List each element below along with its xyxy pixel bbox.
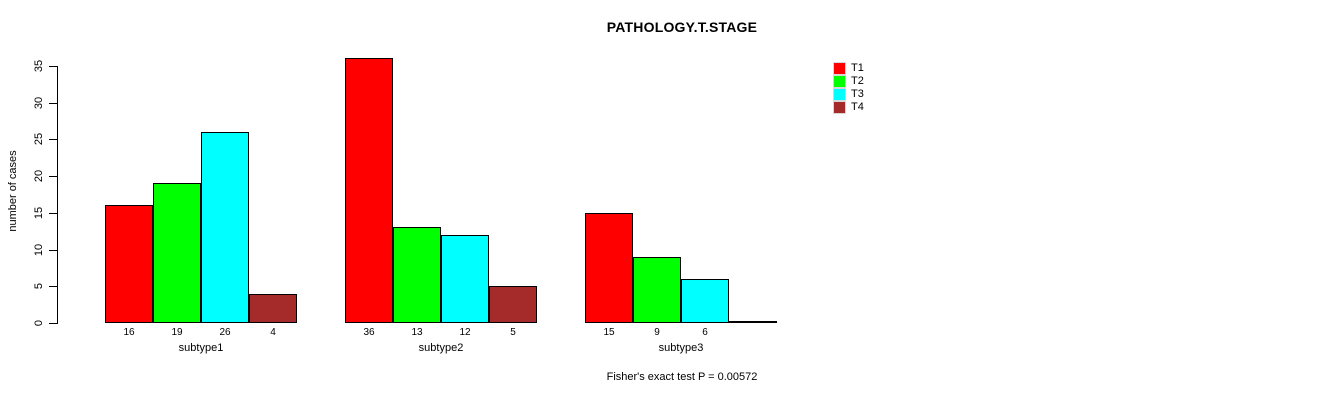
legend-swatch-T1 <box>833 62 846 75</box>
legend-swatch-T3 <box>833 88 846 101</box>
y-axis-tick <box>49 250 57 251</box>
legend-label-T3: T3 <box>851 88 864 100</box>
bar-value-label-subtype3-T3: 6 <box>702 327 708 338</box>
x-axis-label-subtype3: subtype3 <box>658 342 704 354</box>
bar-subtype2-T3 <box>441 235 489 323</box>
y-axis-tick-label: 5 <box>33 282 45 290</box>
bar-subtype1-T1 <box>105 205 153 323</box>
y-axis-tick <box>49 103 57 104</box>
bar-value-label-subtype2-T2: 13 <box>411 327 423 338</box>
bar-value-label-subtype2-T4: 5 <box>510 327 516 338</box>
legend-row-T4: T4 <box>833 101 864 114</box>
bar-value-label-subtype1-T1: 16 <box>123 327 135 338</box>
y-axis-tick-label: 25 <box>33 132 45 146</box>
y-axis-tick-label: 35 <box>33 59 45 73</box>
x-axis-label-subtype1: subtype1 <box>178 342 224 354</box>
bar-subtype3-T1 <box>585 213 633 323</box>
bar-subtype1-T3 <box>201 132 249 323</box>
y-axis-tick <box>49 286 57 287</box>
bar-subtype2-T4 <box>489 286 537 323</box>
legend-label-T1: T1 <box>851 62 864 74</box>
y-axis-tick <box>49 323 57 324</box>
bar-subtype2-T1 <box>345 58 393 323</box>
bar-subtype2-T2 <box>393 227 441 323</box>
y-axis-tick-label: 20 <box>33 169 45 183</box>
bar-subtype3-T4-zero <box>729 321 777 323</box>
y-axis-tick <box>49 66 57 67</box>
bar-subtype3-T2 <box>633 257 681 323</box>
y-axis-tick <box>49 139 57 140</box>
bar-value-label-subtype3-T2: 9 <box>654 327 660 338</box>
legend-row-T1: T1 <box>833 62 864 75</box>
bar-value-label-subtype1-T4: 4 <box>270 327 276 338</box>
bar-value-label-subtype2-T1: 36 <box>363 327 375 338</box>
chart-title: PATHOLOGY.T.STAGE <box>606 19 758 35</box>
legend-row-T3: T3 <box>833 88 864 101</box>
legend-label-T2: T2 <box>851 75 864 87</box>
fisher-test-annotation: Fisher's exact test P = 0.00572 <box>606 371 758 383</box>
y-axis-tick <box>49 213 57 214</box>
legend-label-T4: T4 <box>851 101 864 113</box>
y-axis-tick-label: 30 <box>33 96 45 110</box>
y-axis-tick <box>49 176 57 177</box>
y-axis-line <box>57 66 58 324</box>
y-axis-tick-label: 15 <box>33 206 45 220</box>
bar-value-label-subtype1-T2: 19 <box>171 327 183 338</box>
legend: T1 T2 T3 T4 <box>833 62 864 114</box>
y-axis-tick-label: 10 <box>33 243 45 257</box>
legend-row-T2: T2 <box>833 75 864 88</box>
x-axis-label-subtype2: subtype2 <box>418 342 464 354</box>
legend-swatch-T4 <box>833 101 846 114</box>
bar-value-label-subtype1-T3: 26 <box>219 327 231 338</box>
bar-value-label-subtype2-T3: 12 <box>459 327 471 338</box>
y-axis-tick-label: 0 <box>33 319 45 327</box>
y-axis-title: number of cases <box>7 150 19 232</box>
bar-value-label-subtype3-T1: 15 <box>603 327 615 338</box>
bar-subtype3-T3 <box>681 279 729 323</box>
legend-swatch-T2 <box>833 75 846 88</box>
bar-subtype1-T4 <box>249 294 297 323</box>
bar-subtype1-T2 <box>153 183 201 323</box>
